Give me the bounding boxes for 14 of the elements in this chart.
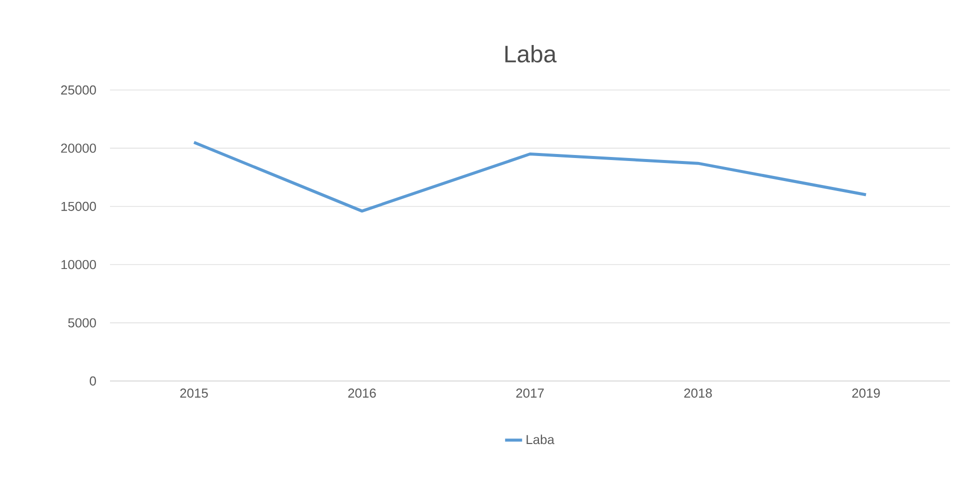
y-tick-label: 15000 bbox=[61, 202, 96, 211]
line-series bbox=[192, 140, 868, 213]
y-tick-label: 20000 bbox=[61, 144, 96, 153]
y-tick-label: 10000 bbox=[61, 260, 96, 270]
x-tick-label: 2015 bbox=[180, 388, 208, 398]
x-tick-label: 2019 bbox=[852, 388, 880, 398]
x-tick-label: 2017 bbox=[516, 388, 544, 398]
legend-label: Laba bbox=[526, 434, 554, 444]
y-tick-label: 5000 bbox=[68, 318, 96, 328]
x-tick-label: 2018 bbox=[684, 388, 712, 398]
chart-title: Laba bbox=[505, 44, 557, 63]
y-tick-label: 0 bbox=[90, 376, 96, 386]
y-tick-label: 25000 bbox=[61, 85, 96, 95]
x-tick-label: 2016 bbox=[348, 388, 376, 398]
